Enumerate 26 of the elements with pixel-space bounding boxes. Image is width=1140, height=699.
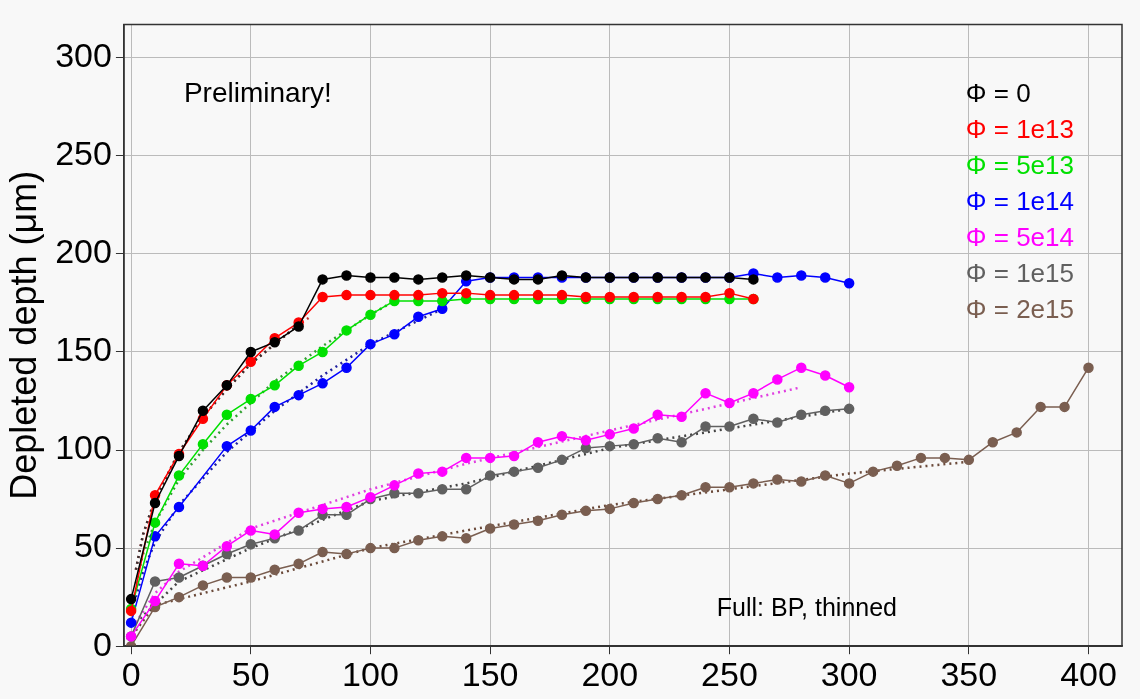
x-tick-label: 0 [121,654,141,693]
text: Φ = 1e15 [965,257,1074,288]
y-tick-label: 150 [55,330,112,369]
text: Φ = 0 [965,77,1031,108]
text: Φ = 5e13 [965,149,1074,180]
y-tick-label: 300 [55,36,112,75]
text: Φ = 5e14 [965,221,1074,252]
y-tick-label: 0 [93,624,112,663]
y-tick-label: 50 [74,526,112,565]
x-tick-label: 100 [342,654,399,693]
x-tick-label: 50 [231,654,270,693]
x-tick-label: 350 [940,654,998,693]
x-tick-label: 200 [581,654,639,693]
annotation: Preliminary! [183,77,332,109]
annotation: Full: BP, thinned [716,593,897,622]
y-axis-title: Depleted depth (μm) [2,170,44,500]
x-tick-label: 150 [461,654,519,693]
text: Φ = 1e13 [965,113,1074,144]
x-tick-label: 400 [1060,654,1117,693]
x-tick-label: 250 [701,654,758,693]
series-label: Φ = 2e15 [965,293,1074,324]
x-tick-label: 300 [820,654,878,693]
y-tick-label: 100 [55,428,112,467]
y-tick-label: 200 [55,232,112,271]
text: Φ = 1e14 [965,185,1074,216]
y-tick-label: 250 [55,134,112,173]
